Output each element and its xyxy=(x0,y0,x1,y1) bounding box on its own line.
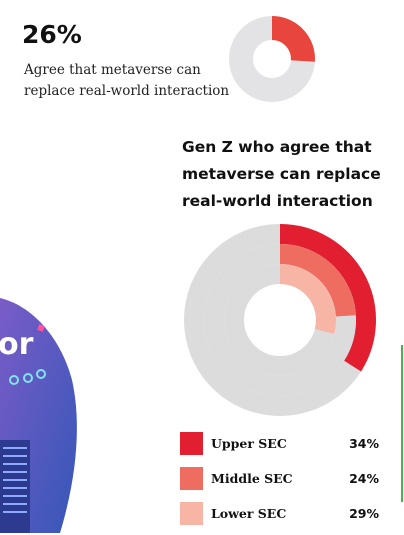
ring-arc-upper-sec xyxy=(279,224,376,372)
accent-divider xyxy=(401,345,403,502)
legend-swatch-middle-sec xyxy=(180,467,203,490)
chart-legend: Upper SEC 34% Middle SEC 24% Lower SEC 2… xyxy=(180,430,385,535)
stat-donut xyxy=(229,16,315,102)
illustration-ring xyxy=(23,373,33,383)
legend-swatch-upper-sec xyxy=(180,432,203,455)
illustration-ring xyxy=(36,369,46,379)
legend-value: 29% xyxy=(349,506,379,521)
ring-arc-lower-sec xyxy=(279,264,336,334)
illustration-spark xyxy=(37,324,45,332)
legend-label: Upper SEC xyxy=(211,436,287,451)
legend-item-lower-sec: Lower SEC 29% xyxy=(180,500,385,525)
legend-value: 34% xyxy=(349,436,379,451)
legend-label: Middle SEC xyxy=(211,471,293,486)
legend-swatch-lower-sec xyxy=(180,502,203,525)
illustration-tower xyxy=(0,440,30,533)
stat-donut-slice xyxy=(271,16,315,62)
illustration-glyph: or xyxy=(0,327,34,362)
ring-chart xyxy=(184,224,376,416)
stat-value: 26% xyxy=(22,20,82,49)
illustration-ring xyxy=(9,375,19,385)
stat-caption: Agree that metaverse can replace real-wo… xyxy=(24,62,230,99)
legend-value: 24% xyxy=(349,471,379,486)
metaverse-illustration: or xyxy=(0,298,77,533)
legend-item-upper-sec: Upper SEC 34% xyxy=(180,430,385,455)
chart-title: Gen Z who agree that metaverse can repla… xyxy=(182,138,381,210)
ring-arc-middle-sec xyxy=(279,244,356,317)
illustration-tower-windows xyxy=(3,447,27,513)
legend-item-middle-sec: Middle SEC 24% xyxy=(180,465,385,490)
legend-label: Lower SEC xyxy=(211,506,287,521)
